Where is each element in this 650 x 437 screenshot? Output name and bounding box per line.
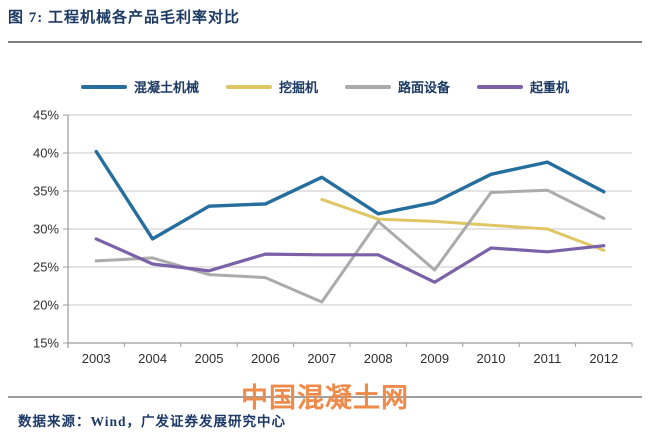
data-source-note: 数据来源：Wind，广发证券发展研究中心 [18,414,287,429]
x-tick-label: 2009 [420,351,449,366]
x-tick-label: 2005 [195,351,224,366]
y-tick-label: 20% [33,298,59,313]
series-line-0 [94,149,606,241]
legend-label: 起重机 [530,80,570,95]
x-tick-label: 2003 [82,351,111,366]
legend-line-swatch [225,84,272,89]
x-tick-label: 2007 [307,351,336,366]
figure-title: 图 7: 工程机械各产品毛利率对比 [8,10,240,26]
legend-item-concrete-machinery: 混凝土机械 [80,77,199,96]
chart-legend: 混凝土机械 挖掘机 路面设备 起重机 [0,77,650,96]
legend-item-crane: 起重机 [477,77,569,96]
x-tick-label: 2004 [138,351,167,366]
y-tick-label: 35% [33,184,59,199]
series-line-3 [94,237,606,284]
legend-label: 混凝土机械 [133,80,199,95]
watermark: 中国混凝土网 [241,383,409,413]
title-divider [8,41,642,43]
y-tick-label: 25% [33,260,59,275]
legend-item-excavator: 挖掘机 [225,77,318,96]
legend-label: 挖掘机 [278,80,318,95]
y-tick-label: 30% [33,222,59,237]
x-tick-label: 2011 [533,351,561,366]
x-tick-label: 2010 [477,351,506,366]
y-tick-label: 15% [33,336,59,351]
series-line-1 [320,197,606,252]
legend-item-road-equipment: 路面设备 [345,77,450,96]
x-tick-label: 2012 [589,351,618,366]
x-tick-label: 2008 [364,351,393,366]
legend-line-swatch [80,84,127,89]
legend-label: 路面设备 [398,80,451,95]
y-tick-label: 40% [33,146,59,161]
series-line-2 [94,188,606,304]
legend-line-swatch [345,84,391,89]
x-tick-label: 2006 [251,351,280,366]
y-tick-label: 45% [33,108,59,123]
bottom-divider [8,396,642,398]
legend-line-swatch [477,84,524,89]
